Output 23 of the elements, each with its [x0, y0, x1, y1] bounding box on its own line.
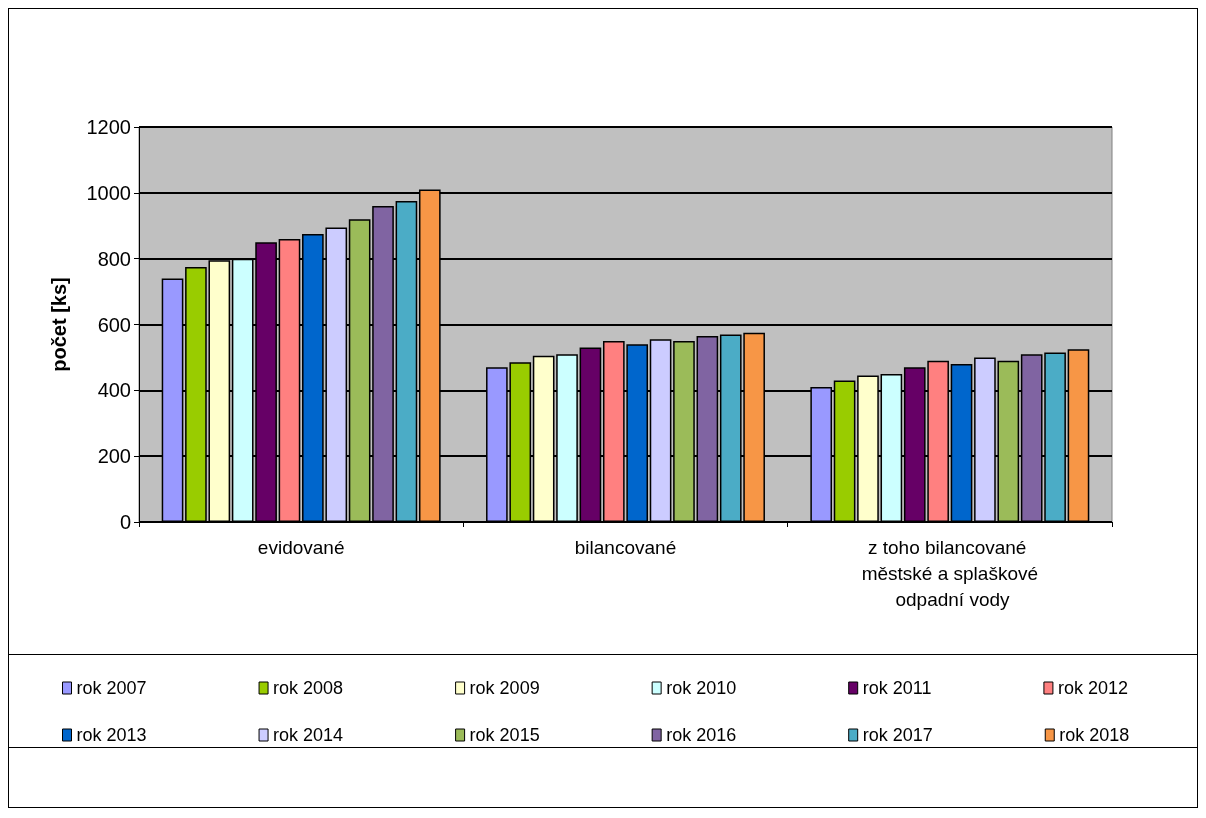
legend-label: rok 2014 — [273, 725, 344, 745]
y-tick-label: 400 — [97, 379, 131, 402]
y-axis-title: počet [ks] — [48, 277, 70, 372]
legend-label: rok 2008 — [273, 678, 344, 698]
legend-label: rok 2013 — [76, 725, 147, 745]
y-tick-label: 200 — [97, 445, 131, 468]
y-tick-label: 1000 — [86, 181, 131, 204]
legend-label: rok 2011 — [862, 678, 932, 698]
legend-label: rok 2010 — [666, 678, 737, 698]
legend-label: rok 2017 — [862, 725, 933, 745]
legend-label: rok 2015 — [469, 725, 540, 745]
y-tick-label: 0 — [119, 511, 131, 533]
legend-label: rok 2009 — [469, 678, 540, 698]
y-tick-label: 1200 — [86, 116, 131, 138]
legend-label: rok 2007 — [76, 678, 147, 698]
y-tick-label: 800 — [97, 247, 131, 270]
x-tick-label: evidované — [257, 536, 345, 558]
x-tick-label: bilancované — [574, 536, 677, 558]
legend-label: rok 2012 — [1057, 678, 1128, 698]
y-tick-label: 600 — [97, 313, 131, 336]
x-tick-label: z toho bilancované městské a splaškové odpadní vody — [861, 536, 1039, 610]
legend-label: rok 2016 — [666, 725, 737, 745]
legend-label: rok 2018 — [1059, 725, 1130, 745]
